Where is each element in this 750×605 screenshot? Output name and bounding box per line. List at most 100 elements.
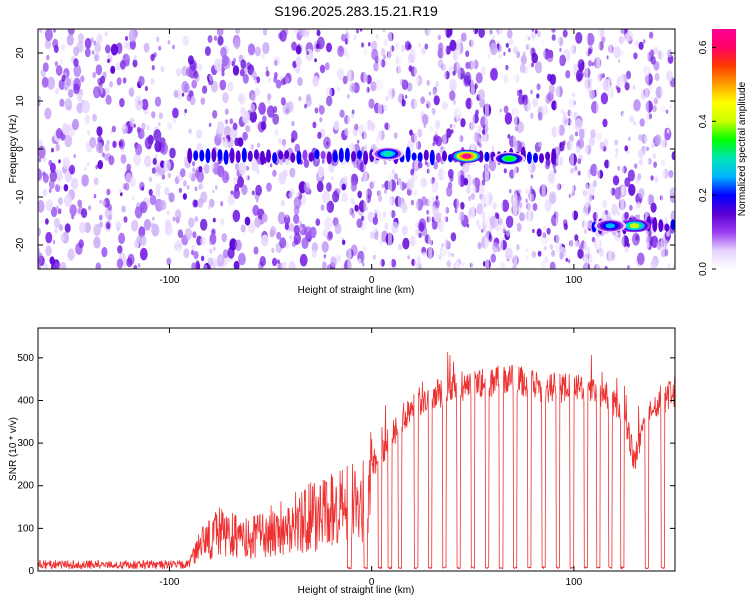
noise-blob — [221, 71, 225, 77]
noise-blob — [48, 188, 52, 193]
noise-blob — [574, 234, 579, 242]
noise-blob — [128, 29, 137, 43]
noise-blob — [38, 264, 42, 269]
noise-blob — [548, 173, 555, 183]
noise-blob — [202, 85, 208, 94]
noise-blob — [449, 39, 457, 52]
noise-blob — [653, 161, 657, 168]
noise-blob — [293, 224, 300, 236]
noise-blob — [104, 31, 108, 37]
noise-blob — [54, 87, 60, 95]
noise-blob — [234, 163, 240, 171]
noise-blob — [151, 111, 156, 119]
noise-blob — [303, 182, 311, 193]
noise-blob — [277, 211, 286, 225]
noise-blob — [102, 199, 107, 206]
colorbar-tick-label: 0.2 — [698, 188, 709, 202]
colorbar-tick-label: 0.4 — [698, 114, 709, 128]
noise-blob — [301, 237, 309, 250]
noise-blob — [421, 114, 429, 125]
noise-blob — [317, 131, 322, 139]
noise-blob — [653, 46, 659, 55]
x-tick-label: -100 — [159, 275, 179, 286]
noise-blob — [254, 87, 260, 97]
noise-blob — [558, 124, 565, 136]
y-tick-label: 10 — [15, 95, 26, 107]
noise-blob — [293, 232, 302, 245]
noise-blob — [61, 123, 70, 135]
noise-blob — [435, 195, 439, 200]
noise-blob — [431, 108, 436, 115]
noise-blob — [76, 41, 84, 53]
noise-blob — [93, 194, 97, 199]
spectrogram-xlabel: Height of straight line (km) — [298, 285, 415, 296]
noise-blob — [183, 248, 190, 259]
noise-blob — [245, 174, 249, 180]
noise-blob — [575, 145, 581, 154]
noise-blob — [158, 45, 162, 51]
noise-blob — [106, 140, 110, 145]
noise-blob — [124, 36, 129, 41]
band-blob — [211, 148, 217, 163]
noise-blob — [627, 265, 630, 269]
noise-blob — [372, 216, 379, 225]
noise-blob — [95, 164, 99, 170]
noise-blob — [638, 158, 644, 166]
noise-blob — [501, 199, 510, 212]
snr-background — [38, 328, 675, 571]
noise-blob — [610, 203, 618, 216]
noise-blob — [188, 217, 195, 228]
colorbar-tick-label: 0.0 — [698, 262, 709, 276]
band-blob — [278, 150, 284, 160]
noise-blob — [232, 122, 238, 131]
noise-blob — [322, 190, 331, 204]
noise-blob — [326, 205, 330, 210]
noise-blob — [166, 257, 172, 266]
noise-blob — [93, 177, 99, 186]
noise-blob — [633, 52, 638, 60]
noise-blob — [532, 203, 538, 211]
noise-blob — [449, 90, 456, 101]
noise-blob — [449, 78, 457, 92]
noise-blob — [437, 34, 442, 41]
noise-blob — [44, 107, 52, 120]
noise-blob — [532, 98, 538, 108]
noise-blob — [100, 75, 106, 84]
noise-blob — [118, 138, 126, 150]
band-blob — [357, 150, 362, 160]
band-blob — [423, 149, 429, 161]
noise-blob — [87, 162, 90, 166]
noise-blob — [295, 56, 302, 67]
colorbar-ticks: 0.0 0.2 0.4 0.6 — [698, 40, 716, 276]
noise-blob — [487, 234, 493, 243]
noise-blob — [652, 152, 657, 159]
x-tick-label: 100 — [566, 577, 583, 588]
noise-blob — [272, 257, 278, 267]
noise-blob — [144, 155, 152, 168]
noise-blob — [276, 231, 282, 240]
noise-blob — [505, 42, 509, 48]
noise-blob — [242, 73, 249, 84]
noise-blob — [124, 59, 130, 67]
colorbar-label: Normalized spectral amplitude — [737, 81, 748, 216]
noise-blob — [372, 254, 376, 260]
band-blob — [539, 153, 544, 164]
noise-blob — [96, 126, 103, 137]
noise-blob — [477, 184, 485, 197]
noise-blob — [139, 247, 148, 261]
noise-blob — [408, 65, 413, 72]
noise-blob — [671, 151, 675, 161]
noise-blob — [99, 214, 103, 221]
noise-blob — [123, 216, 128, 223]
noise-blob — [93, 86, 101, 99]
noise-blob — [280, 97, 286, 106]
noise-blob — [560, 108, 564, 114]
noise-blob — [281, 138, 287, 146]
gap-streak — [442, 29, 447, 269]
noise-blob — [439, 148, 443, 154]
noise-blob — [123, 41, 128, 49]
noise-blob — [48, 159, 53, 167]
noise-blob — [265, 66, 269, 71]
noise-blob — [247, 221, 256, 234]
noise-blob — [208, 122, 212, 127]
